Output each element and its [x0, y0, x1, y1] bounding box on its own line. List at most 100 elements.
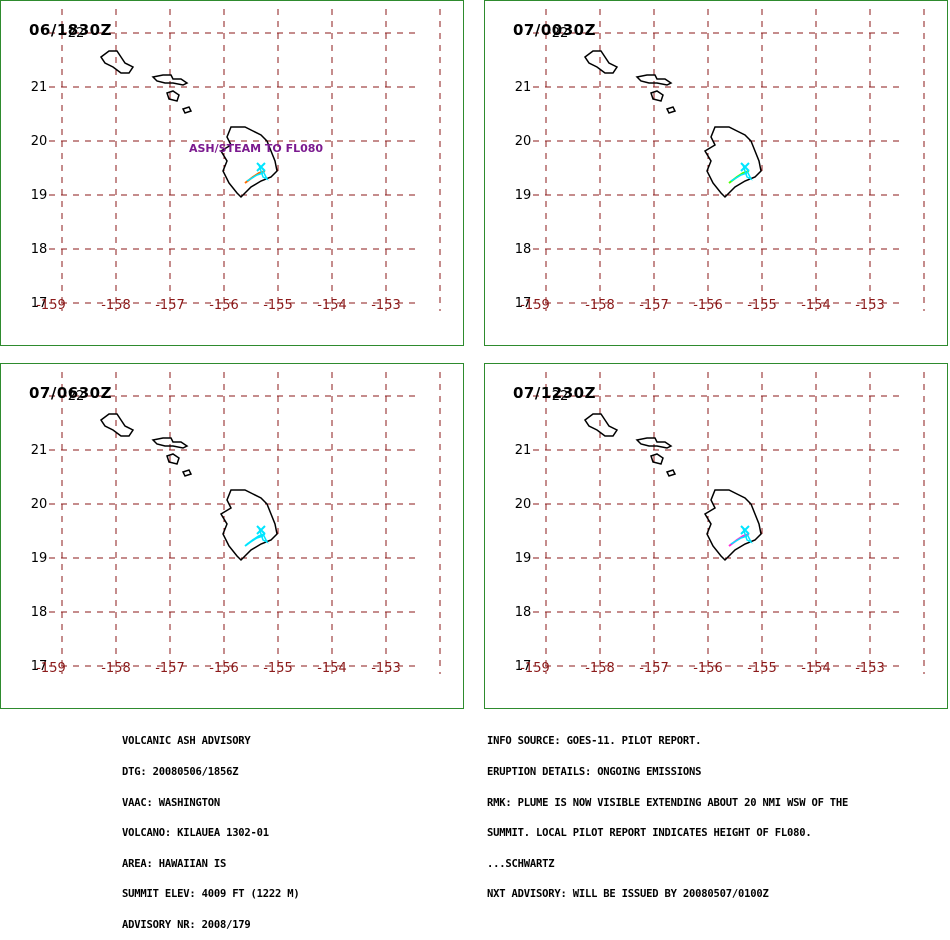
forecast-panel-2: 07/0030Z 21 20 19 18 17 22 -159 -158 -157 -156 -15… [484, 0, 948, 346]
advisory-remark-cont: SUMMIT. LOCAL PILOT REPORT INDICATES HEI… [487, 827, 812, 840]
island-coastline [99, 413, 135, 437]
advisory-eruption-details: ERUPTION DETAILS: ONGOING EMISSIONS [487, 766, 702, 779]
lat-tick-label: 22 [552, 389, 569, 404]
volcano-marker [740, 525, 750, 535]
lat-tick-label: 20 [515, 134, 532, 149]
plume-line [742, 164, 753, 181]
lon-tick-label: -158 [101, 298, 131, 313]
ash-plume [728, 525, 753, 547]
panel-time-label: 07/0030Z [513, 21, 596, 39]
island-coastline [166, 90, 180, 102]
forecast-panel-3: 07/0630Z 21 20 19 18 17 22 -159 -158 -157 -156 -15… [0, 363, 464, 709]
island-coastline [181, 469, 193, 477]
lon-tick-label: -158 [585, 298, 615, 313]
advisory-next: NXT ADVISORY: WILL BE ISSUED BY 20080507… [487, 888, 769, 901]
lon-tick-label: -155 [263, 298, 293, 313]
lon-tick-label: -155 [263, 661, 293, 676]
forecast-panel-1: 06/1830Z 21 20 19 18 17 22 -159 -158 -157 -156 -15… [0, 0, 464, 346]
lat-tick-label: 21 [31, 443, 48, 458]
island-coastline [703, 489, 762, 562]
lon-tick-label: -159 [36, 661, 66, 676]
lon-tick-label: -155 [747, 661, 777, 676]
plume-line [258, 164, 269, 181]
lon-tick-label: -153 [371, 298, 401, 313]
plume-line [246, 535, 264, 545]
lon-tick-label: -156 [209, 661, 239, 676]
lon-tick-label: -153 [855, 661, 885, 676]
island-coastline [583, 50, 619, 74]
lat-tick-label: 22 [68, 26, 85, 41]
advisory-header-block: VOLCANIC ASH ADVISORY DTG: 20080506/1856… [122, 716, 300, 940]
lat-tick-label: 21 [515, 80, 532, 95]
lon-tick-label: -154 [317, 661, 347, 676]
advisory-summit-elev: SUMMIT ELEV: 4009 FT (1222 M) [122, 888, 300, 901]
panel-time-label: 07/0630Z [29, 384, 112, 402]
advisory-info-source: INFO SOURCE: GOES-11. PILOT REPORT. [487, 735, 702, 748]
map-canvas: 21 20 19 18 17 22 -159 -158 -157 -156 -155 -154 -153… [31, 9, 441, 313]
lon-tick-label: -157 [155, 661, 185, 676]
lat-tick-label: 19 [515, 551, 532, 566]
volcano-marker [256, 162, 266, 172]
island-coastline [583, 413, 619, 437]
lat-tick-label: 19 [31, 188, 48, 203]
island-coastline [650, 453, 664, 465]
ash-plume [244, 525, 269, 547]
volcano-marker [740, 162, 750, 172]
island-coastline [635, 437, 673, 449]
map-canvas: 21 20 19 18 17 22 -159 -158 -157 -156 -155 -154 -153 [515, 372, 925, 676]
island-coastline [219, 126, 278, 199]
lat-tick-label: 20 [31, 134, 48, 149]
ash-plume [244, 162, 269, 184]
plume-line [258, 527, 269, 544]
panel-time-label: 07/1230Z [513, 384, 596, 402]
lon-tick-label: -156 [209, 298, 239, 313]
lon-tick-label: -156 [693, 298, 723, 313]
lon-tick-label: -154 [801, 298, 831, 313]
lon-tick-label: -159 [36, 298, 66, 313]
advisory-volcano: VOLCANO: KILAUEA 1302-01 [122, 827, 269, 840]
island-coastline [650, 90, 664, 102]
lon-tick-label: -154 [317, 298, 347, 313]
advisory-remark: RMK: PLUME IS NOW VISIBLE EXTENDING ABOU… [487, 796, 849, 809]
lat-tick-label: 21 [515, 443, 532, 458]
island-coastline [219, 489, 278, 562]
map-canvas: 21 20 19 18 17 22 -159 -158 -157 -156 -155 -154 -153 [31, 372, 441, 676]
lon-tick-label: -159 [520, 661, 550, 676]
lat-tick-label: 19 [31, 551, 48, 566]
plume-height-note: ASH/STEAM TO FL080 [189, 142, 323, 155]
lat-tick-label: 19 [515, 188, 532, 203]
advisory-number: ADVISORY NR: 2008/179 [122, 919, 251, 932]
lat-tick-label: 17 [515, 659, 532, 674]
island-coastline [151, 437, 189, 449]
lon-tick-label: -153 [371, 661, 401, 676]
advisory-title: VOLCANIC ASH ADVISORY [122, 735, 251, 748]
lat-tick-label: 18 [31, 242, 48, 257]
lat-tick-label: 22 [552, 26, 569, 41]
lat-tick-label: 17 [31, 659, 48, 674]
lon-tick-label: -159 [520, 298, 550, 313]
lon-tick-label: -156 [693, 661, 723, 676]
island-coastline [99, 50, 135, 74]
lat-tick-label: 21 [31, 80, 48, 95]
lat-tick-label: 17 [31, 296, 48, 311]
lon-tick-label: -154 [801, 661, 831, 676]
island-coastline [665, 106, 677, 114]
advisory-signature: ...SCHWARTZ [487, 857, 555, 870]
lat-tick-label: 17 [515, 296, 532, 311]
lon-tick-label: -158 [585, 661, 615, 676]
advisory-dtg: DTG: 20080506/1856Z [122, 766, 239, 779]
plume-line [246, 172, 264, 182]
plume-line [730, 172, 748, 182]
island-coastline [703, 126, 762, 199]
lon-tick-label: -158 [101, 661, 131, 676]
plume-line [742, 527, 753, 544]
map-canvas: 21 20 19 18 17 22 -159 -158 -157 -156 -155 -154 -153 [515, 9, 925, 313]
volcano-marker [256, 525, 266, 535]
island-coastline [166, 453, 180, 465]
forecast-panel-4: 07/1230Z 21 20 19 18 17 22 -159 -158 -157 -156 -15… [484, 363, 948, 709]
lon-tick-label: -153 [855, 298, 885, 313]
lat-tick-label: 18 [31, 605, 48, 620]
advisory-vaac: VAAC: WASHINGTON [122, 796, 220, 809]
lat-tick-label: 22 [68, 389, 85, 404]
lon-tick-label: -155 [747, 298, 777, 313]
